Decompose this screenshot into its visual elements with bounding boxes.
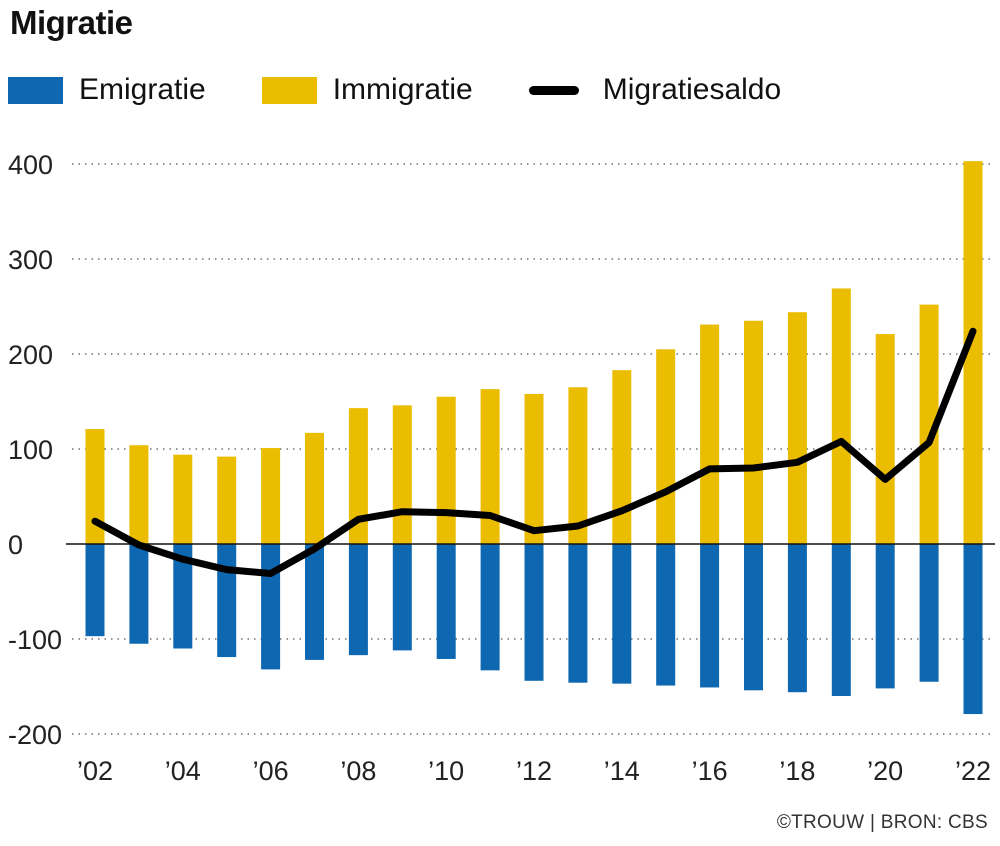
legend-item-saldo: Migratiesaldo: [528, 73, 782, 107]
x-tick-label: ’12: [516, 756, 552, 786]
bar-emigratie-2017: [744, 544, 763, 691]
bar-emigratie-2007: [305, 544, 324, 660]
x-tick-label: ’02: [77, 756, 113, 786]
bar-emigratie-2020: [875, 544, 895, 689]
bar-immigratie-2013: [568, 387, 588, 544]
bar-emigratie-2003: [129, 544, 149, 644]
y-tick-label: 200: [8, 340, 53, 370]
bar-immigratie-2019: [831, 288, 851, 544]
bar-emigratie-2018: [787, 544, 807, 693]
bar-emigratie-2015: [656, 544, 676, 686]
bar-immigratie-2012: [524, 393, 544, 544]
x-tick-label: ’20: [867, 756, 903, 786]
bar-emigratie-2013: [568, 544, 588, 683]
legend-swatch-immigratie: [261, 76, 317, 104]
bar-emigratie-2019: [831, 544, 851, 696]
bar-emigratie-2012: [524, 544, 544, 681]
bar-immigratie-2007: [305, 432, 324, 544]
y-tick-label: -200: [8, 720, 62, 750]
legend-item-emigratie: Emigratie: [8, 73, 206, 107]
bar-immigratie-2022: [963, 161, 983, 544]
bar-immigratie-2016: [700, 324, 720, 544]
legend-swatch-saldo: [528, 85, 579, 95]
bar-immigratie-2003: [129, 445, 149, 544]
bar-immigratie-2002: [85, 429, 105, 544]
x-tick-label: ’08: [340, 756, 376, 786]
bar-emigratie-2014: [612, 544, 632, 684]
bar-emigratie-2010: [436, 544, 456, 659]
bar-emigratie-2008: [348, 544, 368, 656]
bar-immigratie-2005: [217, 456, 237, 544]
legend-label-immigratie: Immigratie: [332, 73, 473, 106]
y-tick-label: 100: [8, 435, 53, 465]
legend: Emigratie Immigratie Migratiesaldo: [8, 70, 837, 110]
x-tick-label: ’14: [604, 756, 640, 786]
y-tick-label: 300: [8, 245, 53, 275]
legend-item-immigratie: Immigratie: [261, 73, 473, 107]
chart-title: Migratie: [10, 4, 133, 41]
legend-label-emigratie: Emigratie: [79, 73, 206, 106]
bar-immigratie-2018: [787, 312, 807, 544]
bar-immigratie-2004: [173, 454, 193, 544]
label-layer: 400 300 200 100 0 -100 -200 ’02 ’04 ’06 ’08 ’10 ’12 ’…: [8, 150, 991, 786]
bar-immigratie-2008: [348, 408, 368, 544]
bar-immigratie-2015: [656, 349, 676, 544]
bar-immigratie-2011: [480, 389, 500, 544]
x-tick-label: ’16: [692, 756, 728, 786]
bar-immigratie-2014: [612, 370, 632, 544]
x-tick-label: ’22: [955, 756, 991, 786]
y-tick-label: 0: [8, 530, 23, 560]
bar-immigratie-2009: [392, 405, 412, 544]
bar-emigratie-2009: [392, 544, 412, 651]
bar-immigratie-2010: [436, 396, 456, 544]
y-tick-label: 400: [8, 150, 53, 180]
line-layer: [91, 327, 977, 577]
x-tick-label: ’10: [428, 756, 464, 786]
bar-emigratie-2022: [963, 544, 983, 715]
legend-swatch-emigratie: [8, 76, 63, 104]
bar-emigratie-2021: [919, 544, 939, 682]
bar-emigratie-2016: [700, 544, 720, 688]
bar-immigratie-2006: [261, 448, 281, 544]
bar-emigratie-2002: [85, 544, 105, 637]
x-tick-label: ’18: [779, 756, 815, 786]
bar-emigratie-2004: [173, 544, 193, 649]
bar-immigratie-2020: [875, 334, 895, 544]
bar-emigratie-2006: [261, 544, 281, 670]
bar-immigratie-2017: [744, 320, 763, 544]
bar-emigratie-2005: [217, 544, 237, 658]
x-tick-label: ’04: [165, 756, 201, 786]
bar-layer: [85, 161, 983, 715]
y-tick-label: -100: [8, 625, 62, 655]
x-tick-label: ’06: [253, 756, 289, 786]
bar-immigratie-2021: [919, 304, 939, 544]
source-credit: ©TROUW | BRON: CBS: [776, 812, 988, 833]
legend-label-saldo: Migratiesaldo: [602, 73, 782, 106]
bar-emigratie-2011: [480, 544, 500, 671]
